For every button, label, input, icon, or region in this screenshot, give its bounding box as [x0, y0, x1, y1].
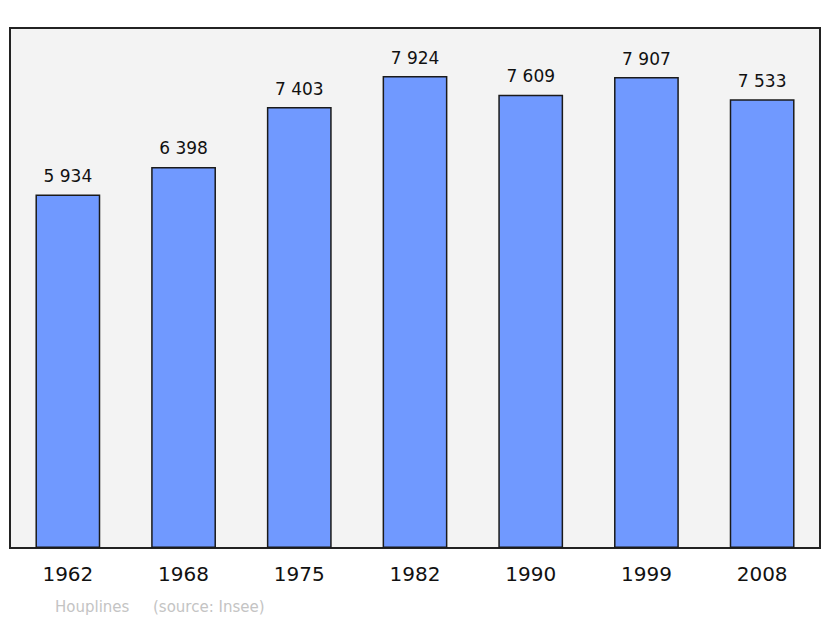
svg-text:(source: Insee): (source: Insee) — [153, 598, 265, 616]
svg-text:7 609: 7 609 — [506, 66, 555, 86]
svg-text:1962: 1962 — [42, 562, 93, 586]
svg-text:1982: 1982 — [390, 562, 441, 586]
svg-text:7 533: 7 533 — [738, 71, 787, 91]
svg-text:5 934: 5 934 — [44, 166, 93, 186]
svg-text:1990: 1990 — [505, 562, 556, 586]
svg-text:7 403: 7 403 — [275, 79, 324, 99]
svg-text:Houplines: Houplines — [55, 598, 130, 616]
svg-text:7 907: 7 907 — [622, 49, 671, 69]
svg-text:6 398: 6 398 — [159, 138, 208, 158]
svg-text:1999: 1999 — [621, 562, 672, 586]
svg-text:2008: 2008 — [737, 562, 788, 586]
svg-text:1975: 1975 — [274, 562, 325, 586]
svg-text:1968: 1968 — [158, 562, 209, 586]
svg-text:7 924: 7 924 — [391, 48, 440, 68]
